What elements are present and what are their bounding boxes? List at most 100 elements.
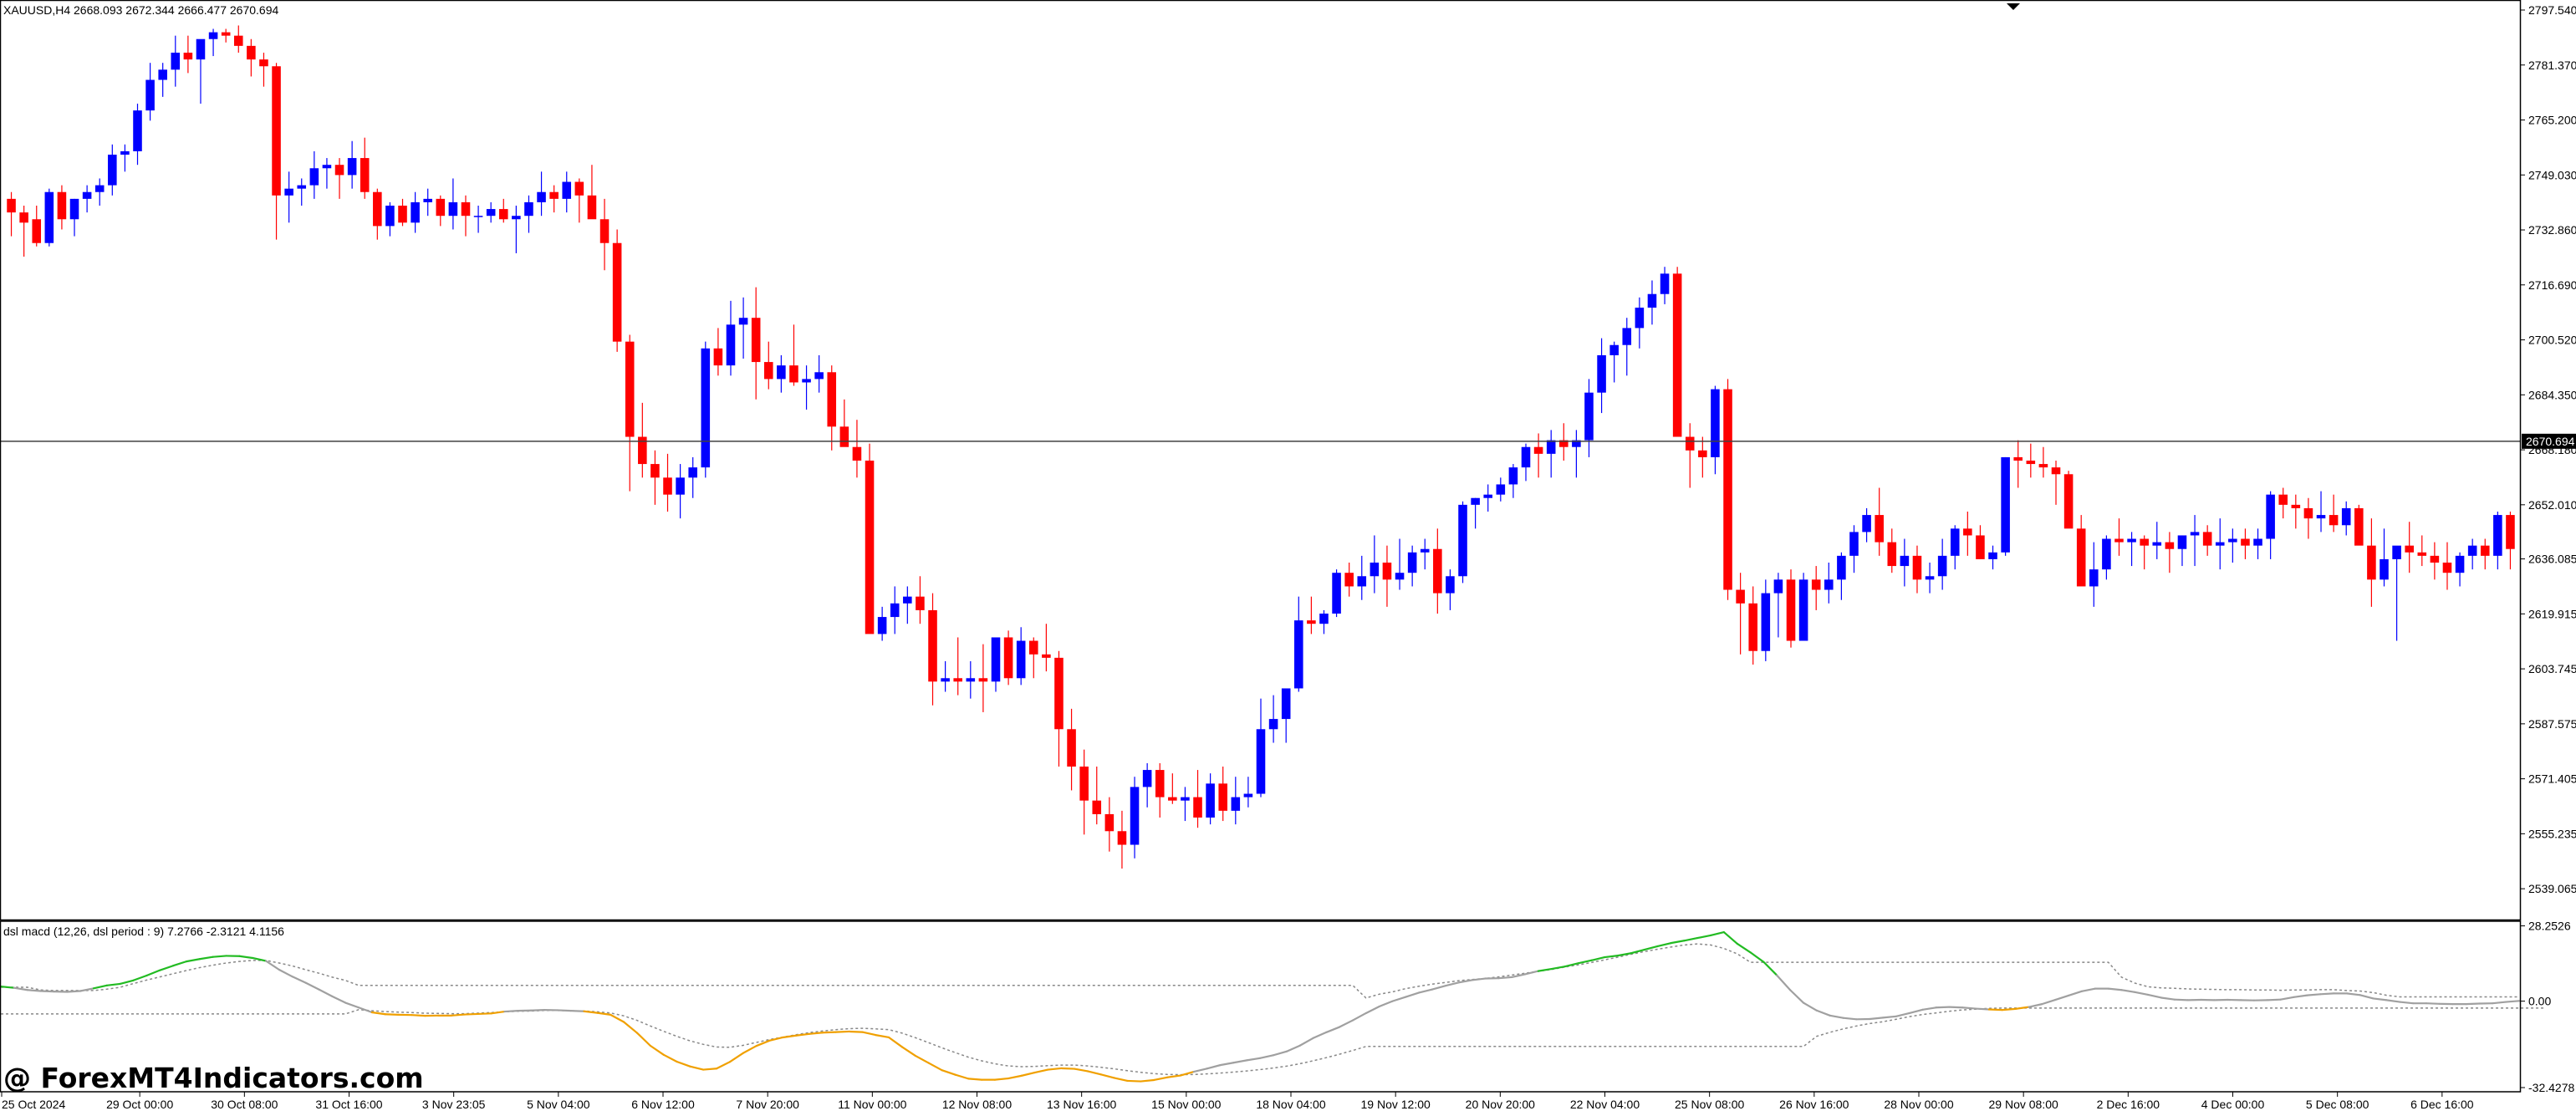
- candle-body: [727, 324, 736, 365]
- candle-body: [1155, 770, 1165, 798]
- candle-body: [2216, 543, 2225, 546]
- candle-body: [1244, 794, 1253, 798]
- x-tick-label: 31 Oct 16:00: [315, 1098, 382, 1111]
- y-tick-label: 2555.235: [2528, 827, 2576, 840]
- candle-body: [814, 372, 824, 379]
- candle-body: [1344, 573, 1354, 586]
- macd-segment: [2307, 994, 2320, 995]
- x-tick-label: 6 Nov 12:00: [631, 1098, 695, 1111]
- candle-body: [588, 196, 597, 219]
- candle-body: [1130, 787, 1140, 844]
- candle-body: [903, 597, 912, 604]
- y-tick-label: 2587.575: [2528, 717, 2576, 731]
- candle-body: [1635, 308, 1645, 328]
- candle-body: [1446, 576, 1455, 593]
- candle-body: [158, 69, 167, 79]
- candle-body: [145, 80, 155, 111]
- candle-body: [1762, 594, 1771, 651]
- candle-body: [941, 678, 950, 681]
- candle-body: [2102, 539, 2111, 570]
- candle-body: [1395, 573, 1405, 579]
- macd-segment: [2175, 1000, 2188, 1001]
- candle-body: [2027, 461, 2036, 464]
- y-tick-label: 2539.065: [2528, 882, 2576, 895]
- candle-body: [19, 212, 28, 222]
- candle-body: [423, 199, 432, 202]
- candle-body: [1824, 579, 1834, 589]
- candle-body: [196, 39, 206, 59]
- macd-segment: [1949, 1007, 1962, 1008]
- candle-body: [2317, 515, 2326, 518]
- y-tick-label: 2684.350: [2528, 388, 2576, 401]
- candle-body: [2127, 539, 2136, 543]
- candle-body: [2266, 495, 2275, 539]
- candle-body: [1118, 831, 1127, 844]
- candle-body: [1787, 579, 1796, 640]
- candle-body: [2077, 528, 2086, 586]
- candle-body: [1988, 553, 1997, 559]
- candle-body: [827, 372, 836, 426]
- candle-body: [70, 199, 79, 219]
- macd-segment: [67, 991, 80, 992]
- x-tick-label: 29 Nov 08:00: [1989, 1098, 2058, 1111]
- candle: [865, 444, 875, 634]
- candle: [1332, 569, 1341, 617]
- x-tick-label: 3 Nov 23:05: [422, 1098, 486, 1111]
- candle-body: [1421, 549, 1430, 553]
- macd-segment: [2320, 993, 2334, 994]
- candle-body: [411, 202, 420, 222]
- candle-body: [1862, 515, 1871, 532]
- candle-body: [953, 678, 962, 681]
- candle-body: [2456, 556, 2465, 573]
- candle-body: [2178, 535, 2187, 548]
- candle-body: [2089, 569, 2099, 586]
- candle-body: [2443, 563, 2452, 573]
- candle-body: [1193, 798, 1202, 818]
- candle-body: [714, 349, 723, 365]
- candle-body: [2392, 546, 2401, 559]
- candle-body: [272, 66, 281, 196]
- y-tick-label: 2619.915: [2528, 607, 2576, 620]
- x-tick-label: 12 Nov 08:00: [942, 1098, 1012, 1111]
- candle-body: [777, 365, 786, 379]
- candle-body: [2468, 546, 2477, 556]
- x-tick-label: 22 Nov 04:00: [1570, 1098, 1640, 1111]
- macd-segment: [2426, 1003, 2440, 1004]
- candle-body: [297, 186, 306, 189]
- candle-body: [992, 637, 1001, 681]
- candle-body: [1837, 556, 1846, 579]
- candle-body: [1812, 579, 1821, 589]
- candle-body: [1913, 556, 1922, 579]
- candle-body: [1534, 447, 1543, 454]
- candle-body: [2253, 539, 2262, 546]
- candle-body: [739, 318, 748, 324]
- macd-segment: [968, 1078, 982, 1079]
- candle-body: [1319, 614, 1329, 624]
- candle-body: [2380, 559, 2389, 579]
- candle-body: [1547, 441, 1556, 454]
- candle-body: [865, 461, 875, 634]
- candle-body: [1092, 801, 1101, 814]
- candle-body: [1408, 553, 1417, 573]
- candle-body: [853, 447, 862, 461]
- candle-body: [2481, 546, 2490, 556]
- candle-body: [1887, 543, 1896, 566]
- candle-body: [1698, 451, 1707, 457]
- candle-body: [1926, 576, 1935, 579]
- candle-body: [7, 199, 16, 212]
- candle-body: [58, 192, 67, 220]
- candle-body: [2152, 543, 2161, 546]
- candle-body: [1218, 783, 1227, 811]
- macd-segment: [385, 1014, 399, 1015]
- macd-segment: [504, 1011, 518, 1012]
- candle-body: [2405, 546, 2414, 553]
- candle-body: [1168, 798, 1177, 801]
- candle-body: [1067, 729, 1076, 767]
- candle-body: [537, 192, 546, 202]
- macd-segment: [213, 955, 227, 956]
- candle-body: [512, 216, 521, 219]
- candle-body: [1900, 556, 1910, 566]
- candle-body: [247, 46, 256, 59]
